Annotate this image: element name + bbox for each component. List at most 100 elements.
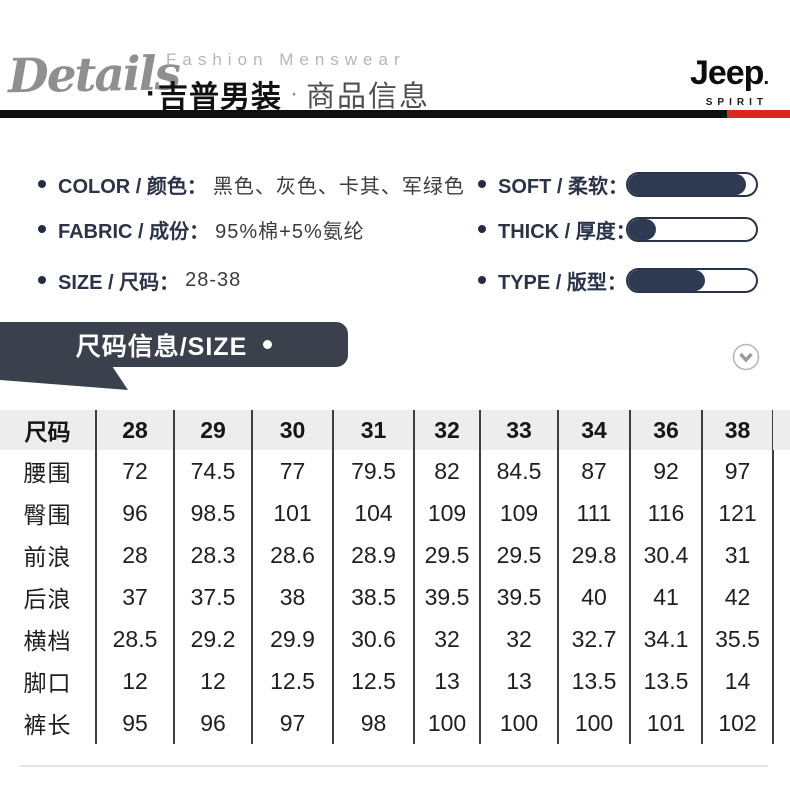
bullet-icon — [478, 276, 486, 284]
bullet-icon — [478, 180, 486, 188]
attribute-value: 28-38 — [185, 268, 242, 291]
size-cell: 101 — [252, 492, 334, 534]
size-cell: 29.9 — [252, 618, 334, 660]
attribute-row: SIZE / 尺码： 28-38 — [38, 266, 241, 294]
brand-bullet-icon: · — [146, 77, 156, 110]
row-label: 腰围 — [0, 450, 97, 492]
size-cell: 82 — [414, 450, 481, 492]
bullet-icon — [38, 225, 46, 233]
banner-tail-shape — [0, 366, 128, 390]
level-meter — [626, 216, 758, 242]
size-cell: 101 — [630, 702, 703, 744]
size-cell: 37.5 — [174, 576, 253, 618]
table-row: 裤长 95 96 97 98 100 100 100 101 102 — [0, 702, 774, 744]
size-cell: 97 — [702, 450, 774, 492]
size-table-wrap: 尺码 28 29 30 31 32 33 34 36 38 腰围 72 74.5 77 79.5 82 84.… — [0, 410, 790, 744]
size-cell: 39.5 — [480, 576, 559, 618]
trademark-dot: . — [763, 67, 768, 89]
size-cell: 35.5 — [702, 618, 774, 660]
row-label: 横档 — [0, 618, 97, 660]
level-meter-fill — [628, 218, 657, 240]
attribute-row: FABRIC / 成份： 95%棉+5%氨纶 — [38, 215, 365, 243]
size-cell: 28.6 — [252, 534, 334, 576]
size-cell: 121 — [702, 492, 774, 534]
size-column-header: 33 — [480, 410, 559, 450]
size-cell: 74.5 — [174, 450, 253, 492]
size-cell: 32 — [414, 618, 481, 660]
size-cell: 95 — [96, 702, 175, 744]
size-info-banner: 尺码信息/SIZE — [0, 322, 348, 367]
size-cell: 77 — [252, 450, 334, 492]
size-cell: 31 — [702, 534, 774, 576]
size-cell: 100 — [480, 702, 559, 744]
size-cell: 97 — [252, 702, 334, 744]
size-cell: 102 — [702, 702, 774, 744]
attribute-label: SIZE / 尺码： — [58, 271, 180, 294]
size-cell: 38.5 — [333, 576, 415, 618]
details-script-title: Details — [7, 46, 180, 105]
size-info-banner-title: 尺码信息/SIZE — [75, 332, 248, 361]
size-cell: 29.2 — [174, 618, 253, 660]
table-row: 脚口 12 12 12.5 12.5 13 13 13.5 13.5 14 — [0, 660, 774, 702]
size-table-body: 腰围 72 74.5 77 79.5 82 84.5 87 92 97 臀围 96 98.5 101 104… — [0, 450, 774, 744]
row-label: 前浪 — [0, 534, 97, 576]
jeep-logo-spirit: SPIRIT — [705, 97, 768, 108]
scroll-down-icon[interactable] — [732, 343, 760, 371]
size-cell: 98 — [333, 702, 415, 744]
size-column-header: 29 — [174, 410, 253, 450]
table-row: 前浪 28 28.3 28.6 28.9 29.5 29.5 29.8 30.4 31 — [0, 534, 774, 576]
attribute-label: COLOR / 颜色： — [58, 175, 207, 198]
size-cell: 116 — [630, 492, 703, 534]
size-cell: 32 — [480, 618, 559, 660]
size-column-header: 31 — [333, 410, 415, 450]
table-row: 后浪 37 37.5 38 38.5 39.5 39.5 40 41 42 — [0, 576, 774, 618]
attribute-meter-row: TYPE / 版型： — [478, 266, 758, 294]
size-cell: 92 — [630, 450, 703, 492]
size-cell: 28.9 — [333, 534, 415, 576]
row-label: 裤长 — [0, 702, 97, 744]
size-cell: 42 — [702, 576, 774, 618]
size-column-header: 36 — [630, 410, 703, 450]
size-cell: 100 — [414, 702, 481, 744]
size-cell: 28.5 — [96, 618, 175, 660]
attribute-label: TYPE / 版型： — [498, 271, 627, 294]
size-cell: 30.6 — [333, 618, 415, 660]
jeep-logo-wordmark: Jeep. — [689, 54, 769, 92]
level-meter — [626, 171, 758, 197]
size-cell: 109 — [414, 492, 481, 534]
bottom-divider — [20, 765, 768, 767]
size-cell: 34.1 — [630, 618, 703, 660]
level-meter-fill — [628, 269, 705, 291]
attribute-row: COLOR / 颜色： 黑色、灰色、卡其、军绿色 — [38, 170, 465, 198]
size-cell: 109 — [480, 492, 559, 534]
size-cell: 13 — [414, 660, 481, 702]
page-title: 商品信息 — [306, 81, 431, 113]
subtitle-english: Fashion Menswear — [166, 50, 406, 69]
level-meter — [626, 267, 758, 293]
size-column-header: 30 — [252, 410, 334, 450]
attribute-label: THICK / 厚度： — [498, 220, 636, 243]
size-cell: 96 — [174, 702, 253, 744]
attribute-label: SOFT / 柔软： — [498, 175, 628, 198]
size-table-header-row: 尺码 28 29 30 31 32 33 34 36 38 — [0, 410, 774, 450]
size-cell: 29.5 — [480, 534, 559, 576]
attribute-label: FABRIC / 成份： — [58, 220, 210, 243]
size-cell: 37 — [96, 576, 175, 618]
size-column-header: 34 — [558, 410, 631, 450]
size-cell: 29.5 — [414, 534, 481, 576]
row-label: 后浪 — [0, 576, 97, 618]
bullet-icon — [38, 276, 46, 284]
size-cell: 87 — [558, 450, 631, 492]
size-cell: 28 — [96, 534, 175, 576]
size-cell: 111 — [558, 492, 631, 534]
attribute-meter-row: THICK / 厚度： — [478, 215, 758, 243]
size-cell: 40 — [558, 576, 631, 618]
attribute-value: 黑色、灰色、卡其、军绿色 — [212, 175, 465, 198]
brand-name: 吉普男装 — [158, 81, 282, 114]
size-cell: 12.5 — [333, 660, 415, 702]
size-cell: 84.5 — [480, 450, 559, 492]
size-table: 尺码 28 29 30 31 32 33 34 36 38 腰围 72 74.5 77 79.5 82 84.… — [0, 410, 774, 744]
size-column-header: 38 — [702, 410, 774, 450]
size-column-header: 32 — [414, 410, 481, 450]
